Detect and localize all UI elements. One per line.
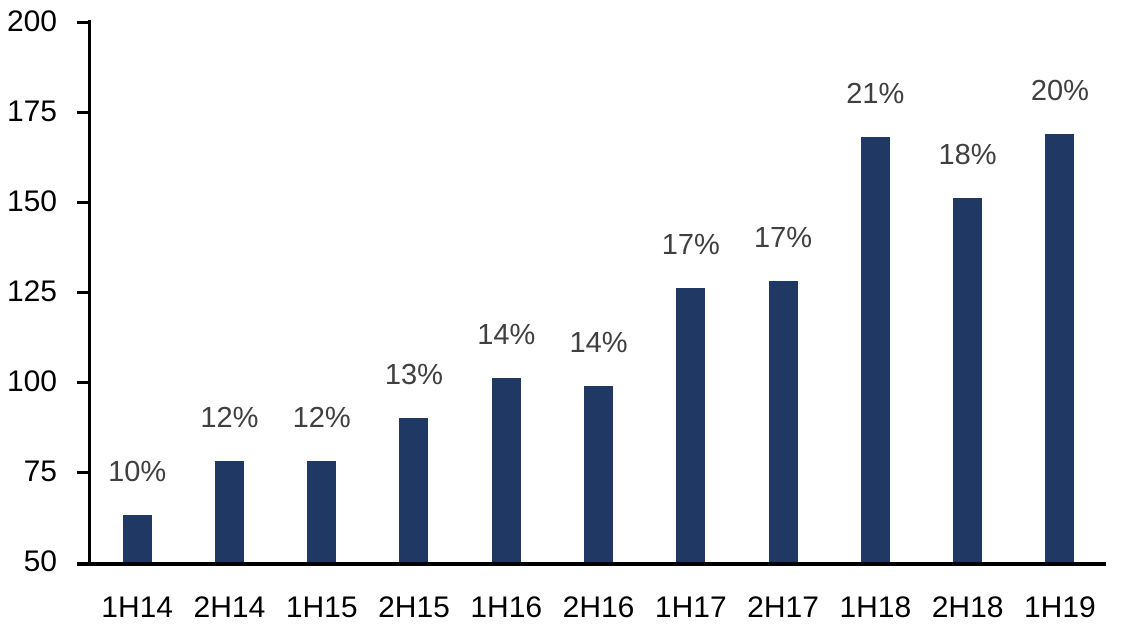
y-axis-tick-label: 100 bbox=[6, 365, 57, 398]
y-axis-tick-label: 200 bbox=[6, 5, 57, 38]
bar-value-label: 20% bbox=[1030, 74, 1089, 107]
y-axis-tick bbox=[77, 470, 88, 474]
bar-value-label: 12% bbox=[200, 402, 259, 435]
bar bbox=[768, 281, 798, 562]
x-axis-tick-label: 1H18 bbox=[839, 591, 912, 624]
bar bbox=[214, 461, 244, 562]
bar-value-label: 14% bbox=[569, 326, 628, 359]
x-axis-tick-label: 2H14 bbox=[193, 591, 266, 624]
x-axis-tick-label: 2H15 bbox=[378, 591, 450, 624]
bar-value-label: 18% bbox=[938, 139, 997, 172]
y-axis-tick-label: 150 bbox=[6, 185, 57, 218]
y-axis-tick-label: 175 bbox=[6, 95, 57, 128]
bar-value-label: 13% bbox=[384, 359, 443, 391]
bar-value-label: 12% bbox=[292, 402, 351, 435]
x-axis-tick-label: 2H18 bbox=[931, 591, 1004, 624]
y-axis-line bbox=[88, 20, 91, 566]
bar-value-label: 21% bbox=[846, 78, 905, 111]
bar bbox=[1045, 133, 1075, 562]
bar bbox=[676, 288, 706, 562]
bar bbox=[953, 198, 983, 562]
bar bbox=[399, 418, 429, 562]
y-axis-tick bbox=[77, 20, 88, 24]
bar bbox=[584, 385, 613, 562]
x-axis-tick-label: 1H16 bbox=[470, 591, 543, 624]
x-axis-line bbox=[77, 562, 1106, 566]
y-axis-tick bbox=[77, 200, 88, 204]
bar bbox=[860, 137, 890, 562]
y-axis-tick-label: 50 bbox=[23, 545, 57, 578]
y-axis-tick-label: 75 bbox=[23, 455, 57, 488]
bar bbox=[307, 461, 337, 562]
bar-value-label: 17% bbox=[754, 222, 813, 255]
bar bbox=[122, 515, 152, 562]
bar-value-label: 17% bbox=[661, 229, 720, 262]
y-axis-tick-label: 125 bbox=[6, 275, 57, 308]
x-axis-tick-label: 1H15 bbox=[285, 591, 358, 624]
x-axis-tick-label: 2H17 bbox=[747, 591, 819, 624]
bar bbox=[491, 378, 521, 562]
x-axis-tick-label: 1H14 bbox=[101, 591, 173, 624]
x-axis-tick-label: 2H16 bbox=[562, 591, 635, 624]
bar-value-label: 10% bbox=[108, 456, 167, 489]
x-axis-tick-label: 1H19 bbox=[1024, 591, 1096, 624]
y-axis-tick bbox=[77, 290, 88, 294]
bar-value-label: 14% bbox=[477, 319, 536, 352]
x-axis-tick-label: 1H17 bbox=[654, 591, 727, 624]
y-axis-tick bbox=[77, 380, 88, 384]
y-axis-tick bbox=[77, 110, 88, 114]
